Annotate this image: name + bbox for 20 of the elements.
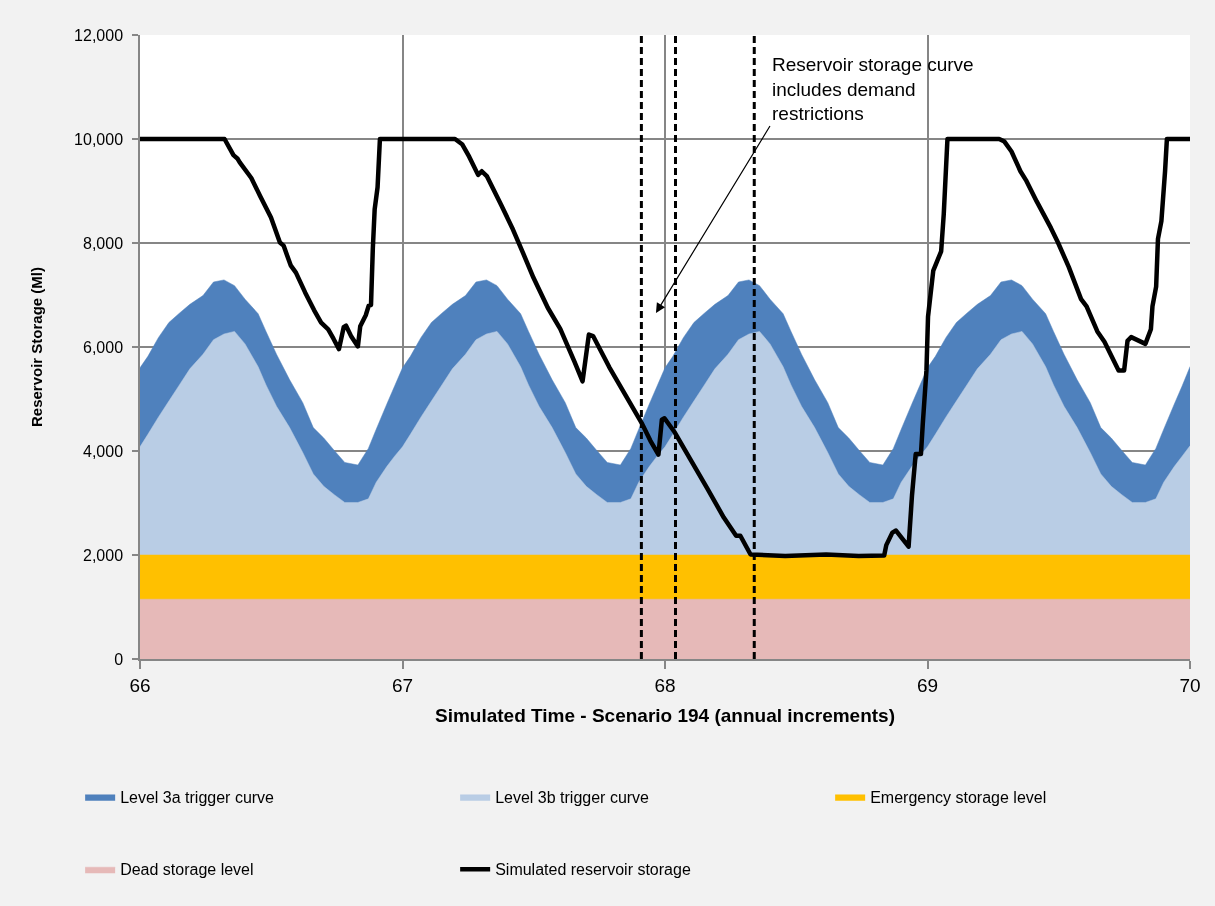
- x-tick-label: 68: [654, 674, 676, 696]
- legend-label: Level 3a trigger curve: [120, 789, 275, 807]
- y-tick-label: 6,000: [83, 338, 124, 356]
- legend-label: Emergency storage level: [870, 789, 1047, 807]
- y-tick-label: 4,000: [83, 442, 124, 460]
- x-tick-label: 67: [391, 674, 414, 696]
- y-tick-label: 12,000: [74, 26, 124, 44]
- annotation: Reservoir storage curve includes demand restrictions: [772, 54, 974, 125]
- y-axis-title: Reservoir Storage (Ml): [27, 266, 45, 428]
- legend-label: Dead storage level: [120, 861, 254, 879]
- x-tick-label: 70: [1179, 674, 1201, 696]
- x-axis-title: Simulated Time - Scenario 194 (annual increments): [434, 704, 896, 726]
- y-tick-label: 10,000: [74, 130, 124, 148]
- y-tick-label: 0: [114, 650, 124, 668]
- x-tick-label: 66: [129, 674, 151, 696]
- legend-label: Level 3b trigger curve: [495, 789, 650, 807]
- y-tick-label: 8,000: [83, 234, 124, 252]
- legend-label: Simulated reservoir storage: [495, 861, 691, 879]
- x-tick-label: 69: [916, 674, 939, 696]
- y-tick-label: 2,000: [83, 546, 124, 564]
